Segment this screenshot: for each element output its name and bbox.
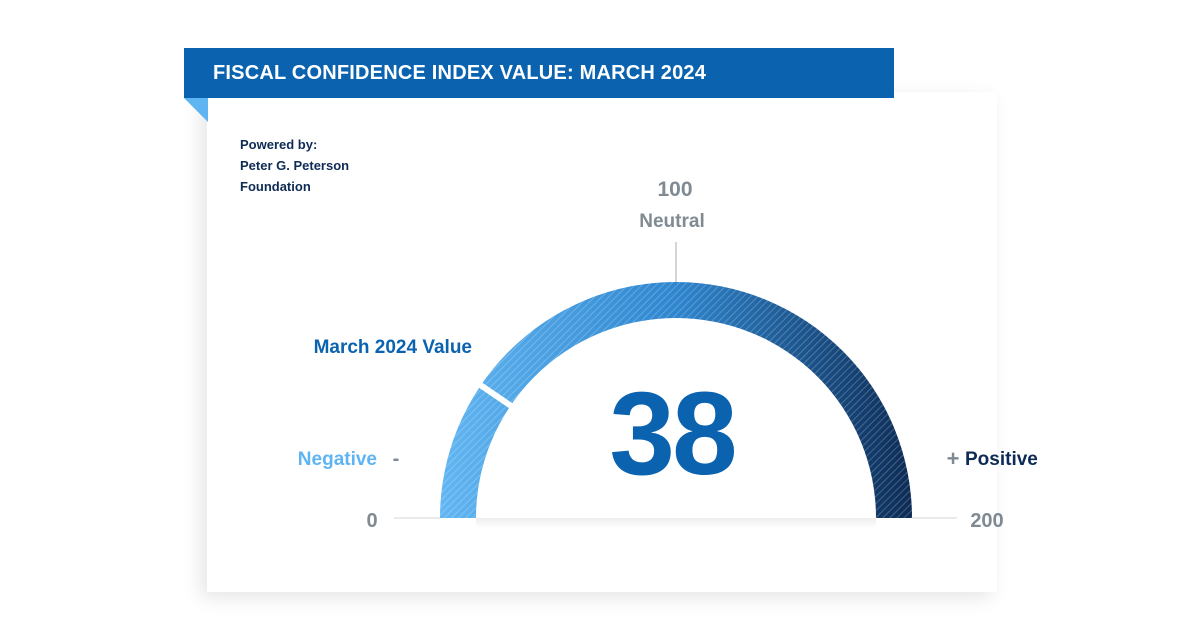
min-label: 0 (366, 510, 377, 532)
chart-card (207, 92, 997, 592)
powered-by: Powered by: Peter G. Peterson Foundation (240, 134, 349, 197)
neutral-value-label: 100 (657, 178, 692, 201)
neutral-label: Neutral (639, 211, 704, 232)
powered-by-label: Powered by: (240, 137, 318, 152)
positive-label: Positive (965, 449, 1038, 470)
gauge-value: 38 (609, 368, 734, 500)
gauge-arc-hatch (440, 282, 912, 518)
max-label: 200 (970, 510, 1003, 532)
base-shadow (476, 518, 876, 528)
powered-by-org-line2: Foundation (240, 179, 311, 194)
title-banner: FISCAL CONFIDENCE INDEX VALUE: MARCH 202… (184, 48, 894, 98)
powered-by-org-line1: Peter G. Peterson (240, 158, 350, 173)
negative-sign: - (393, 448, 400, 470)
value-caption: March 2024 Value (314, 337, 472, 358)
positive-sign: + (947, 446, 960, 471)
value-marker (476, 381, 515, 410)
negative-label: Negative (298, 449, 377, 470)
banner-fold (184, 98, 208, 122)
chart-title: FISCAL CONFIDENCE INDEX VALUE: MARCH 202… (213, 62, 707, 84)
